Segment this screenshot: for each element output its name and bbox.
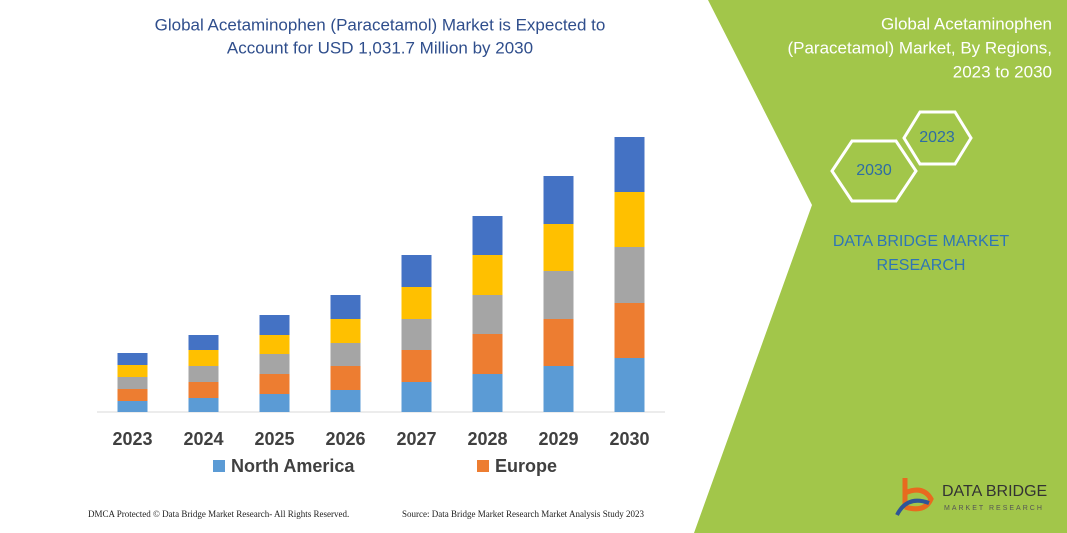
legend-swatch — [477, 460, 489, 472]
panel-title: (Paracetamol) Market, By Regions, — [787, 38, 1052, 57]
bar-segment — [117, 353, 148, 365]
bar-segment — [188, 350, 219, 366]
bar-segment — [472, 216, 503, 255]
brand-text: RESEARCH — [877, 257, 966, 274]
bar-segment — [614, 303, 645, 358]
bar-segment — [472, 374, 503, 412]
bar-segment — [472, 295, 503, 334]
bar-segment — [259, 354, 290, 374]
logo-name: DATA BRIDGE — [942, 483, 1047, 500]
x-tick-label: 2028 — [467, 429, 507, 449]
bar-segment — [543, 271, 574, 319]
hexagon — [902, 110, 973, 166]
bar-segment — [259, 374, 290, 394]
x-tick-label: 2024 — [183, 429, 223, 449]
chart-title: Global Acetaminophen (Paracetamol) Marke… — [155, 15, 606, 34]
side-panel — [694, 0, 1067, 533]
logo-tagline: MARKET RESEARCH — [944, 505, 1044, 512]
bar-segment — [259, 335, 290, 354]
bar-segment — [117, 377, 148, 389]
bar-segment — [472, 255, 503, 295]
bar-segment — [401, 287, 432, 319]
bar-segment — [614, 137, 645, 192]
x-tick-label: 2027 — [396, 429, 436, 449]
bar-segment — [401, 319, 432, 350]
x-tick-label: 2026 — [325, 429, 365, 449]
bar-segment — [614, 247, 645, 303]
bar-segment — [543, 366, 574, 412]
x-tick-label: 2030 — [609, 429, 649, 449]
logo-icon — [895, 498, 930, 516]
x-tick-label: 2029 — [538, 429, 578, 449]
bar-segment — [330, 295, 361, 319]
bar-segment — [188, 398, 219, 412]
bar-segment — [330, 319, 361, 343]
bar-segment — [188, 382, 219, 398]
panel-title: 2023 to 2030 — [953, 62, 1052, 81]
bar-segment — [188, 335, 219, 350]
hex-label: 2030 — [856, 162, 892, 179]
bar-segment — [259, 394, 290, 412]
chart-title: Account for USD 1,031.7 Million by 2030 — [227, 38, 533, 57]
hex-label: 2023 — [919, 129, 955, 146]
bar-segment — [259, 315, 290, 335]
brand-text: DATA BRIDGE MARKET — [833, 233, 1010, 250]
panel-title: Global Acetaminophen — [881, 14, 1052, 33]
bar-segment — [614, 358, 645, 412]
bar-segment — [117, 365, 148, 377]
legend-swatch — [213, 460, 225, 472]
bar-segment — [117, 401, 148, 412]
hexagon — [830, 139, 918, 203]
x-tick-label: 2025 — [254, 429, 294, 449]
footer-left: DMCA Protected © Data Bridge Market Rese… — [88, 509, 349, 519]
legend-label: North America — [231, 456, 355, 476]
footer-right: Source: Data Bridge Market Research Mark… — [402, 509, 644, 519]
x-tick-label: 2023 — [112, 429, 152, 449]
bar-segment — [117, 389, 148, 401]
bar-segment — [330, 390, 361, 412]
bar-segment — [401, 382, 432, 412]
legend-label: Europe — [495, 456, 557, 476]
bar-segment — [543, 224, 574, 271]
bar-segment — [401, 255, 432, 287]
bar-segment — [188, 366, 219, 382]
bar-segment — [330, 366, 361, 390]
bar-segment — [543, 176, 574, 224]
bar-segment — [330, 343, 361, 366]
bar-segment — [401, 350, 432, 382]
bar-segment — [472, 334, 503, 374]
bar-segment — [614, 192, 645, 247]
bar-segment — [543, 319, 574, 366]
